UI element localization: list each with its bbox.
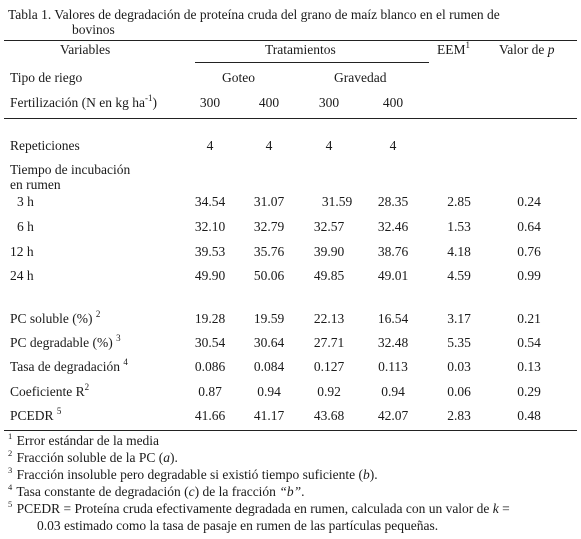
cell: 27.71: [313, 335, 345, 350]
cell: 43.68: [313, 408, 345, 423]
cell: 32.79: [253, 219, 285, 234]
cell: 22.13: [313, 311, 345, 326]
header-variables: Variables: [60, 42, 111, 57]
cell: 31.59: [321, 194, 353, 209]
cell: 49.01: [377, 268, 409, 283]
cell: 2.83: [447, 408, 471, 423]
header-fertilizacion: Fertilización (N en kg ha-1): [10, 92, 157, 110]
cell: 41.17: [253, 408, 285, 423]
row-label: PC degradable (%) 3: [10, 332, 121, 350]
cell: 28.35: [377, 194, 409, 209]
dose-gravedad-400: 400: [382, 95, 404, 110]
cell: 0.64: [517, 219, 541, 234]
cell: 38.76: [377, 244, 409, 259]
cell: 0.99: [517, 268, 541, 283]
table-title-continued: bovinos: [72, 22, 115, 37]
cell: 0.94: [381, 384, 405, 399]
cell: 0.086: [194, 359, 226, 374]
bottom-rule: [4, 430, 577, 431]
row-label: Coeficiente R2: [10, 381, 90, 399]
cell: 30.54: [194, 335, 226, 350]
cell: 39.53: [194, 244, 226, 259]
header-goteo: Goteo: [222, 70, 255, 85]
cell: 16.54: [377, 311, 409, 326]
cell: 0.87: [198, 384, 222, 399]
header-valor-p: Valor de p: [499, 42, 555, 57]
row-label: 6 h: [17, 219, 34, 234]
cell: 32.48: [377, 335, 409, 350]
cell: 4.59: [447, 268, 471, 283]
header-tratamientos: Tratamientos: [265, 42, 336, 57]
footnote-3: 3 Fracción insoluble pero degradable si …: [8, 464, 378, 482]
cell: 41.66: [194, 408, 226, 423]
tiempo-label: Tiempo de incubación: [10, 162, 131, 177]
row-label: PCEDR 5: [10, 405, 62, 423]
cell: 34.54: [194, 194, 226, 209]
cell: 3.17: [447, 311, 471, 326]
cell: 2.85: [447, 194, 471, 209]
cell: 4.18: [447, 244, 471, 259]
cell: 19.59: [253, 311, 285, 326]
cell: 49.90: [194, 268, 226, 283]
footnote-1: 1 Error estándar de la media: [8, 430, 160, 448]
footnote-5: 5 PCEDR = Proteína cruda efectivamente d…: [8, 498, 510, 516]
cell: 0.48: [517, 408, 541, 423]
cell: 0.13: [517, 359, 541, 374]
cell: 0.94: [257, 384, 281, 399]
header-rule: [4, 118, 577, 119]
cell: 0.92: [317, 384, 341, 399]
cell: 4: [265, 138, 273, 153]
cell: 5.35: [447, 335, 471, 350]
cell: 42.07: [377, 408, 409, 423]
cell: 0.084: [253, 359, 285, 374]
cell: 31.07: [253, 194, 285, 209]
row-label: Repeticiones: [10, 138, 80, 153]
row-label: 12 h: [10, 244, 34, 259]
cell: 4: [206, 138, 214, 153]
cell: 32.46: [377, 219, 409, 234]
footnote-4: 4 Tasa constante de degradación (c) de l…: [8, 481, 305, 499]
cell: 0.03: [447, 359, 471, 374]
cell: 0.21: [517, 311, 541, 326]
cell: 0.29: [517, 384, 541, 399]
row-label: Tasa de degradación 4: [10, 356, 128, 374]
cell: 4: [325, 138, 333, 153]
cell: 1.53: [447, 219, 471, 234]
cell: 0.113: [378, 359, 408, 374]
cell: 32.57: [313, 219, 345, 234]
cell: 39.90: [313, 244, 345, 259]
top-rule: [4, 40, 577, 41]
cell: 49.85: [313, 268, 345, 283]
cell: 50.06: [253, 268, 285, 283]
tiempo-label-cont: en rumen: [10, 177, 61, 192]
footnote-2: 2 Fracción soluble de la PC (a).: [8, 447, 178, 465]
row-label: PC soluble (%) 2: [10, 308, 101, 326]
cell: 19.28: [194, 311, 226, 326]
cell: 0.24: [517, 194, 541, 209]
row-label: 24 h: [10, 268, 34, 283]
dose-gravedad-300: 300: [318, 95, 340, 110]
dose-goteo-400: 400: [258, 95, 280, 110]
header-tipo-riego: Tipo de riego: [10, 70, 83, 85]
tratamientos-rule: [195, 62, 429, 63]
cell: 0.76: [517, 244, 541, 259]
cell: 0.06: [447, 384, 471, 399]
header-eem: EEM1: [437, 39, 470, 57]
cell: 0.127: [313, 359, 345, 374]
dose-goteo-300: 300: [199, 95, 221, 110]
cell: 0.54: [517, 335, 541, 350]
table-title: Tabla 1. Valores de degradación de prote…: [8, 7, 500, 22]
row-label: 3 h: [17, 194, 34, 209]
cell: 30.64: [253, 335, 285, 350]
cell: 32.10: [194, 219, 226, 234]
cell: 4: [389, 138, 397, 153]
header-gravedad: Gravedad: [334, 70, 387, 85]
cell: 35.76: [253, 244, 285, 259]
footnote-5-continued: 0.03 estimado como la tasa de pasaje en …: [37, 518, 439, 533]
